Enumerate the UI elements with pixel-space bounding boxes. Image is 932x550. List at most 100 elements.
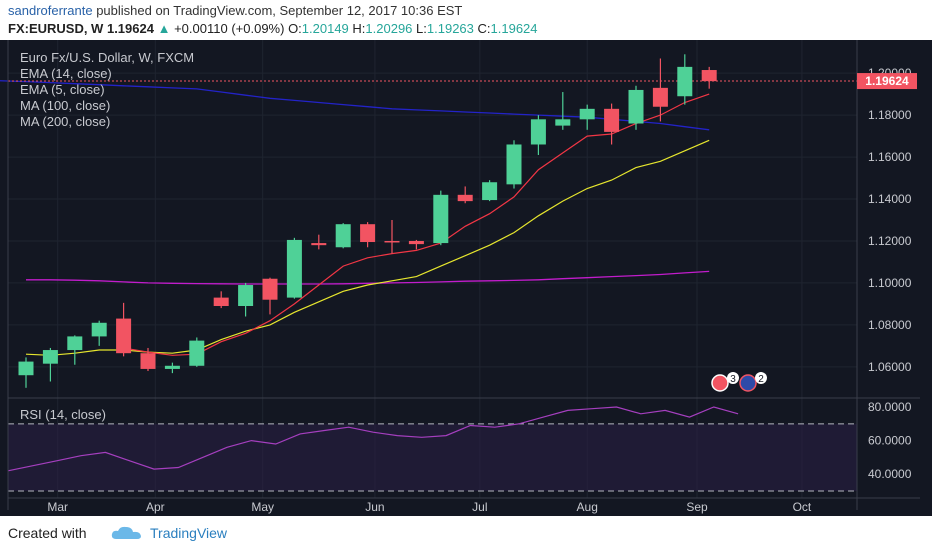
candle[interactable] — [433, 190, 449, 246]
candle[interactable] — [42, 347, 58, 382]
last-price: 1.19624 — [106, 21, 154, 36]
event-count-eu: 2 — [758, 374, 764, 385]
candle[interactable] — [604, 103, 620, 145]
high-value: 1.20296 — [365, 21, 413, 36]
change-value: +0.00110 (+0.09%) — [174, 21, 285, 36]
price-tick-label: 1.06000 — [868, 360, 912, 374]
eu-flag-icon[interactable] — [739, 374, 757, 392]
candle-body — [652, 87, 668, 107]
event-us[interactable]: 3 — [711, 372, 739, 392]
candle[interactable] — [189, 337, 205, 367]
time-tick-label: Sep — [686, 500, 708, 514]
candle-body — [335, 224, 351, 248]
symbol-line: FX:EURUSD, W 1.19624 ▲ +0.00110 (+0.09%)… — [8, 21, 538, 36]
open-label: O: — [288, 21, 302, 36]
last-price-marker — [857, 73, 917, 90]
time-tick-label: Oct — [793, 500, 812, 514]
published-line: sandroferrante published on TradingView.… — [8, 3, 462, 18]
candle-body — [555, 119, 571, 126]
candle[interactable] — [91, 320, 107, 346]
legend-ma100[interactable]: MA (100, close) — [20, 98, 110, 113]
candle[interactable] — [579, 104, 595, 130]
time-tick-label: Apr — [146, 500, 165, 514]
time-tick-label: Mar — [47, 500, 68, 514]
candle[interactable] — [238, 282, 254, 317]
event-eu[interactable]: 2 — [739, 372, 767, 392]
candle[interactable] — [701, 66, 717, 89]
candle[interactable] — [628, 85, 644, 130]
footer: Created with TradingView — [0, 516, 932, 550]
open-value: 1.20149 — [301, 21, 349, 36]
candle[interactable] — [116, 302, 132, 357]
candle[interactable] — [213, 291, 229, 309]
candle-body — [360, 224, 376, 243]
candle-body — [604, 108, 620, 132]
candle-body — [579, 108, 595, 120]
author-link[interactable]: sandroferrante — [8, 3, 93, 18]
candle-body — [506, 144, 522, 185]
candle-body — [408, 240, 424, 245]
symbol-label: FX:EURUSD, W — [8, 21, 104, 36]
candle[interactable] — [311, 234, 327, 250]
rsi-tick-label: 60.0000 — [868, 434, 912, 448]
candle[interactable] — [262, 277, 278, 315]
price-tick-label: 1.16000 — [868, 150, 912, 164]
candle[interactable] — [18, 357, 34, 388]
candle[interactable] — [482, 180, 498, 202]
candle-body — [42, 350, 58, 364]
close-value: 1.19624 — [490, 21, 538, 36]
candle-body — [677, 66, 693, 97]
time-tick-label: May — [251, 500, 274, 514]
candle-body — [530, 119, 546, 145]
high-label: H: — [352, 21, 366, 36]
candle-body — [433, 194, 449, 244]
price-tick-label: 1.08000 — [868, 318, 912, 332]
tradingview-cloud-icon — [111, 526, 141, 539]
candle[interactable] — [67, 335, 83, 365]
time-tick-label: Jul — [472, 500, 487, 514]
candle[interactable] — [677, 54, 693, 105]
candle-body — [384, 240, 400, 243]
published-text: published on TradingView.com, September … — [96, 3, 463, 18]
candle[interactable] — [384, 220, 400, 254]
candle[interactable] — [530, 115, 546, 155]
candle-body — [238, 285, 254, 306]
candle[interactable] — [140, 347, 156, 372]
price-tick-label: 1.18000 — [868, 108, 912, 122]
price-tick-label: 1.14000 — [868, 192, 912, 206]
candle-body — [213, 297, 229, 306]
candle-body — [116, 318, 132, 354]
low-value: 1.19263 — [426, 21, 474, 36]
last-price-badge: 1.19624 — [857, 73, 917, 90]
rsi-legend[interactable]: RSI (14, close) — [20, 407, 106, 422]
candle[interactable] — [506, 140, 522, 189]
chart-header: sandroferrante published on TradingView.… — [0, 0, 932, 40]
event-count-bubble — [755, 372, 767, 384]
candle[interactable] — [408, 239, 424, 250]
candle-body — [286, 239, 302, 298]
event-count-us: 3 — [730, 374, 736, 385]
candle[interactable] — [457, 186, 473, 204]
candle-body — [311, 243, 327, 246]
candle[interactable] — [164, 362, 180, 374]
candle-body — [628, 89, 644, 124]
candle[interactable] — [652, 58, 668, 122]
close-label: C: — [477, 21, 491, 36]
ema5-line — [25, 139, 710, 356]
us-flag-icon[interactable] — [711, 374, 729, 392]
price-chart[interactable]: 1.200001.180001.160001.140001.120001.100… — [0, 40, 932, 516]
candle[interactable] — [335, 223, 351, 249]
rsi-line — [7, 406, 739, 472]
legend-ema5[interactable]: EMA (5, close) — [20, 82, 105, 97]
candle-body — [18, 361, 34, 376]
last-price-value: 1.19624 — [865, 74, 909, 88]
legend-ema14[interactable]: EMA (14, close) — [20, 66, 112, 81]
candle[interactable] — [360, 222, 376, 248]
rsi-tick-label: 40.0000 — [868, 467, 912, 481]
price-tick-label: 1.12000 — [868, 234, 912, 248]
candle[interactable] — [555, 92, 571, 130]
tradingview-brand[interactable]: TradingView — [150, 525, 228, 541]
legend-ma200[interactable]: MA (200, close) — [20, 114, 110, 129]
candle-body — [67, 336, 83, 351]
candle[interactable] — [286, 237, 302, 299]
